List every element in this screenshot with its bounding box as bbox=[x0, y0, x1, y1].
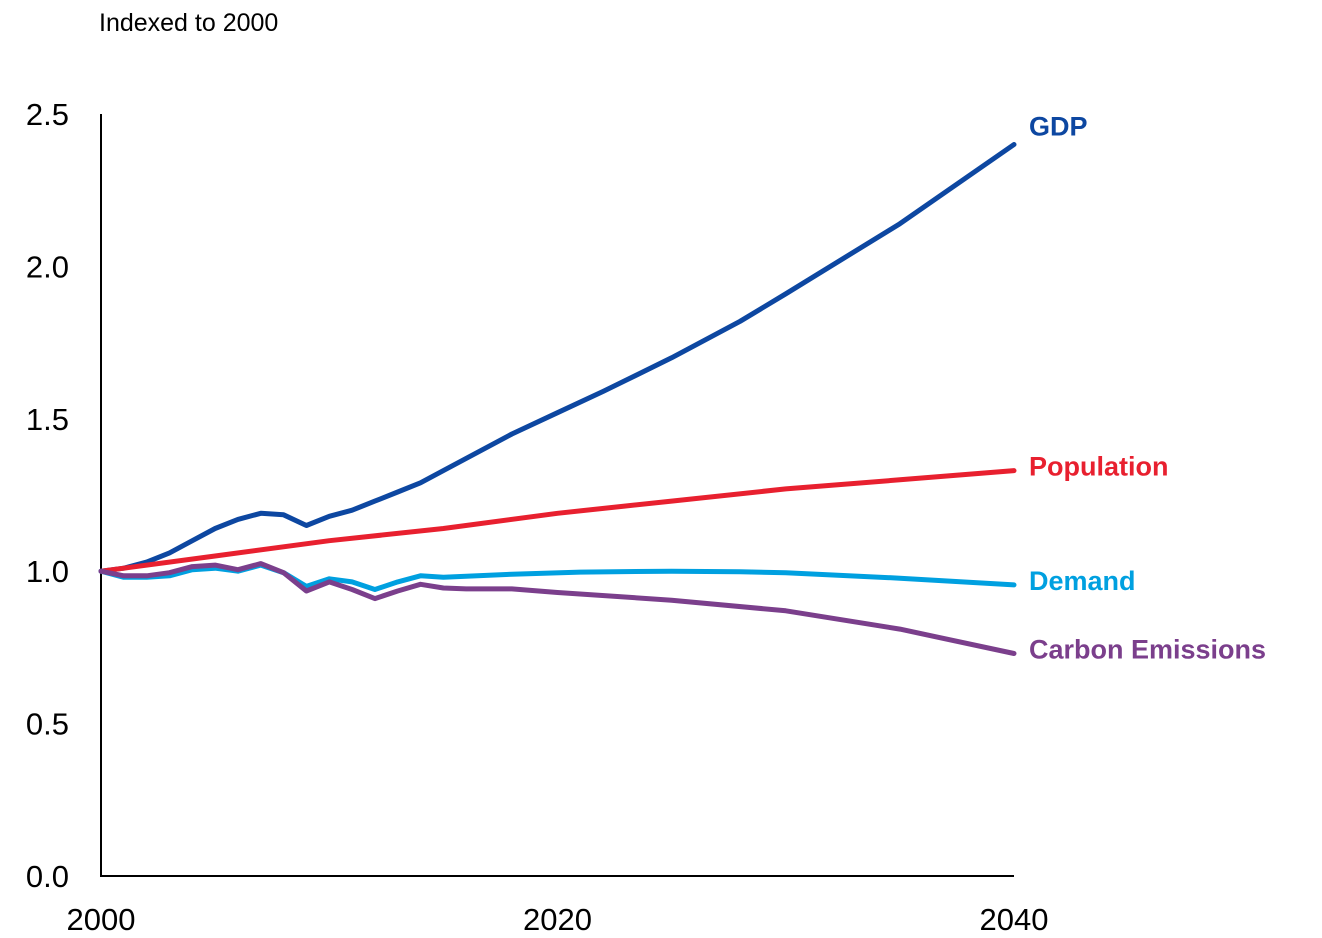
series-labels: GDP Population Demand Carbon Emissions bbox=[1029, 111, 1266, 664]
series-line-gdp bbox=[98, 142, 1017, 574]
y-tick-label: 2.5 bbox=[26, 97, 69, 132]
chart-subtitle: Indexed to 2000 bbox=[99, 9, 278, 37]
y-tick-label: 2.0 bbox=[26, 249, 69, 284]
x-tick-label: 2040 bbox=[980, 902, 1049, 937]
x-axis-tick-labels: 2000 2020 2040 bbox=[67, 902, 1049, 937]
series-lines bbox=[98, 142, 1017, 656]
y-tick-label: 0.0 bbox=[26, 859, 69, 894]
y-tick-label: 1.0 bbox=[26, 554, 69, 589]
series-label-gdp: GDP bbox=[1029, 111, 1088, 141]
y-axis-tick-labels: 0.0 0.5 1.0 1.5 2.0 2.5 bbox=[26, 97, 69, 894]
series-label-demand: Demand bbox=[1029, 566, 1136, 596]
series-label-population: Population bbox=[1029, 452, 1168, 482]
series-line-carbon-emissions bbox=[98, 561, 1017, 656]
x-tick-label: 2000 bbox=[67, 902, 136, 937]
x-tick-label: 2020 bbox=[523, 902, 592, 937]
series-line-population bbox=[98, 468, 1017, 574]
y-tick-label: 0.5 bbox=[26, 707, 69, 742]
series-line-demand bbox=[98, 562, 1017, 592]
series-label-carbon-emissions: Carbon Emissions bbox=[1029, 634, 1266, 664]
y-tick-label: 1.5 bbox=[26, 402, 69, 437]
